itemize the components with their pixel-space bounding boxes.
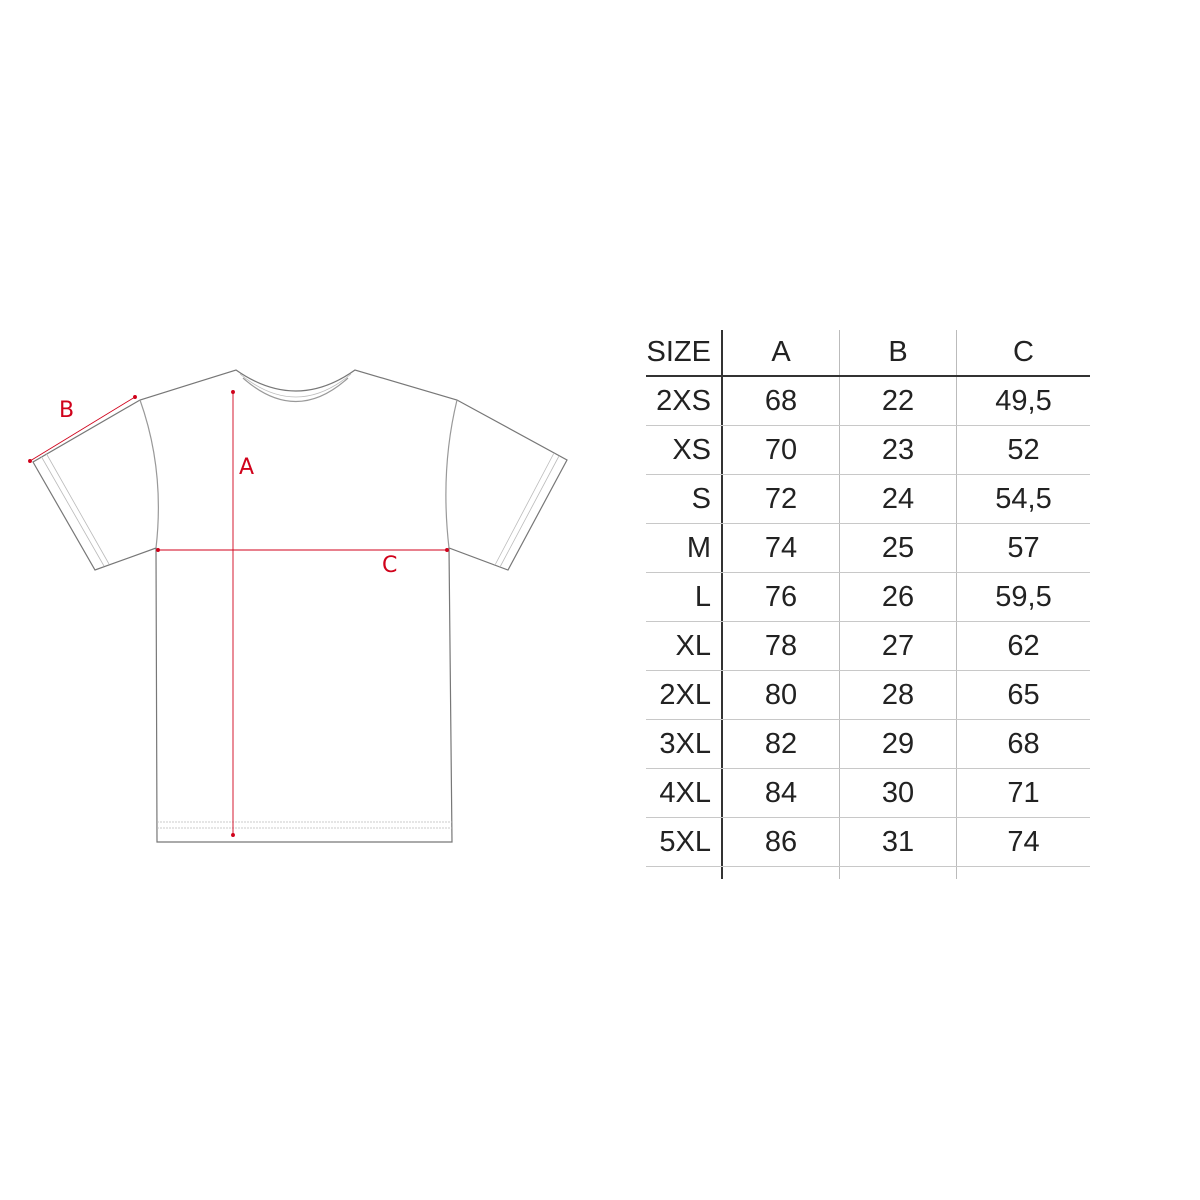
cell-a: 84 xyxy=(723,769,840,817)
cell-a: 72 xyxy=(723,475,840,523)
armhole-left xyxy=(139,399,159,549)
bottom-hem xyxy=(157,821,452,829)
cell-c: 59,5 xyxy=(995,580,1052,613)
table-row: 3XL 82 29 68 xyxy=(646,720,1090,769)
table-row: L 76 26 59,5 xyxy=(646,573,1090,622)
sleeve-hem-left xyxy=(40,452,110,567)
cell-b: 29 xyxy=(840,720,957,768)
cell-b: 23 xyxy=(840,426,957,474)
label-b: B xyxy=(59,398,75,423)
cell-c: 65 xyxy=(1007,678,1040,711)
cell-size: 5XL xyxy=(646,818,723,866)
tshirt-diagram xyxy=(28,369,568,843)
armhole-right xyxy=(445,399,458,549)
collar xyxy=(242,377,349,403)
cell-a: 74 xyxy=(723,524,840,572)
cell-size: 2XS xyxy=(646,377,723,425)
cell-c: 49,5 xyxy=(995,384,1052,417)
table-tail xyxy=(646,867,1090,879)
size-table: SIZE A B C 2XS 68 22 49,5 XS 70 23 52 S 72 24 54,5 M… xyxy=(646,330,1090,879)
header-b: B xyxy=(840,330,957,375)
shirt-outline xyxy=(32,369,568,843)
measure-line-b xyxy=(29,396,136,462)
cell-b: 25 xyxy=(840,524,957,572)
cell-a: 86 xyxy=(723,818,840,866)
cell-a: 76 xyxy=(723,573,840,621)
cell-b: 31 xyxy=(840,818,957,866)
cell-a: 68 xyxy=(723,377,840,425)
cell-c: 54,5 xyxy=(995,482,1052,515)
cell-c: 71 xyxy=(1007,776,1040,809)
cell-b: 28 xyxy=(840,671,957,719)
collar-stitch xyxy=(239,373,352,398)
cell-size: 3XL xyxy=(646,720,723,768)
table-row: 4XL 84 30 71 xyxy=(646,769,1090,818)
cell-size: XS xyxy=(646,426,723,474)
cell-size: L xyxy=(646,573,723,621)
header-a: A xyxy=(723,330,840,375)
cell-c: 52 xyxy=(1007,433,1040,466)
header-c: C xyxy=(1013,336,1034,368)
table-header-row: SIZE A B C xyxy=(646,330,1090,377)
cell-size: S xyxy=(646,475,723,523)
sleeve-hem-right xyxy=(494,452,560,568)
cell-c: 57 xyxy=(1007,531,1040,564)
cell-a: 78 xyxy=(723,622,840,670)
cell-c: 68 xyxy=(1007,727,1040,760)
cell-size: 2XL xyxy=(646,671,723,719)
header-size: SIZE xyxy=(646,330,723,375)
cell-c: 74 xyxy=(1007,825,1040,858)
cell-b: 30 xyxy=(840,769,957,817)
cell-a: 82 xyxy=(723,720,840,768)
cell-size: 4XL xyxy=(646,769,723,817)
table-row: XS 70 23 52 xyxy=(646,426,1090,475)
table-row: 5XL 86 31 74 xyxy=(646,818,1090,867)
cell-b: 22 xyxy=(840,377,957,425)
cell-size: XL xyxy=(646,622,723,670)
cell-b: 27 xyxy=(840,622,957,670)
table-row: M 74 25 57 xyxy=(646,524,1090,573)
cell-b: 24 xyxy=(840,475,957,523)
cell-a: 80 xyxy=(723,671,840,719)
table-row: S 72 24 54,5 xyxy=(646,475,1090,524)
cell-a: 70 xyxy=(723,426,840,474)
table-row: XL 78 27 62 xyxy=(646,622,1090,671)
table-row: 2XS 68 22 49,5 xyxy=(646,377,1090,426)
label-c: C xyxy=(382,553,398,578)
cell-size: M xyxy=(646,524,723,572)
table-row: 2XL 80 28 65 xyxy=(646,671,1090,720)
label-a: A xyxy=(239,455,255,480)
cell-c: 62 xyxy=(1007,629,1040,662)
cell-b: 26 xyxy=(840,573,957,621)
